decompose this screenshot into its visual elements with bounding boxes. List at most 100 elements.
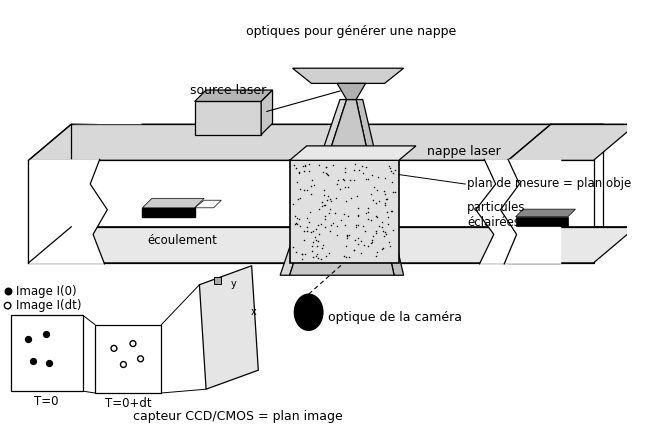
Point	[340, 184, 350, 191]
Point	[331, 194, 341, 201]
Point	[385, 207, 396, 215]
Point	[312, 251, 322, 258]
Point	[326, 222, 337, 229]
Polygon shape	[28, 124, 603, 160]
Bar	[195, 101, 261, 135]
Point	[357, 169, 368, 177]
Point	[361, 163, 372, 170]
Point	[325, 195, 336, 202]
Polygon shape	[28, 227, 603, 263]
Point	[323, 250, 334, 257]
Point	[306, 190, 316, 198]
Point	[330, 210, 341, 217]
Point	[380, 196, 391, 203]
Point	[127, 340, 138, 347]
Polygon shape	[195, 90, 273, 101]
Point	[389, 166, 400, 173]
Point	[289, 161, 300, 169]
Point	[354, 166, 364, 173]
Point	[297, 162, 308, 169]
Point	[383, 162, 394, 169]
Point	[3, 302, 13, 309]
Point	[380, 201, 391, 208]
Point	[295, 186, 306, 193]
Point	[335, 185, 345, 192]
Point	[348, 246, 359, 253]
Point	[385, 242, 395, 249]
Polygon shape	[476, 159, 561, 264]
Point	[305, 208, 315, 215]
Point	[295, 223, 306, 230]
Text: source laser: source laser	[190, 84, 266, 97]
Point	[359, 241, 370, 248]
Point	[367, 172, 378, 179]
Point	[311, 226, 321, 233]
Point	[349, 176, 360, 183]
Point	[339, 164, 350, 171]
Polygon shape	[292, 68, 404, 83]
Polygon shape	[356, 99, 404, 275]
Point	[345, 194, 356, 202]
Text: Image I(dt): Image I(dt)	[16, 299, 82, 312]
Point	[292, 178, 302, 186]
Text: T=0+dt: T=0+dt	[105, 397, 152, 410]
Point	[363, 205, 374, 212]
Point	[306, 242, 317, 249]
Point	[341, 253, 352, 260]
Polygon shape	[28, 160, 560, 263]
Text: T=0: T=0	[34, 395, 59, 408]
Point	[352, 192, 362, 199]
Point	[319, 191, 329, 198]
Polygon shape	[261, 90, 273, 135]
Point	[360, 209, 371, 216]
Text: optiques pour générer une nappe: optiques pour générer une nappe	[246, 25, 457, 37]
Point	[304, 167, 314, 174]
Point	[322, 193, 333, 200]
Point	[322, 171, 333, 178]
Point	[324, 210, 335, 217]
Point	[306, 247, 317, 254]
Point	[317, 242, 328, 249]
Point	[314, 231, 325, 238]
Point	[341, 232, 352, 239]
Point	[302, 227, 312, 234]
Point	[311, 252, 321, 259]
Point	[319, 215, 330, 223]
Point	[367, 237, 378, 244]
Point	[371, 253, 381, 260]
Point	[320, 223, 331, 231]
Point	[384, 239, 395, 246]
Point	[379, 232, 389, 240]
Point	[349, 247, 360, 254]
Point	[379, 187, 389, 194]
Point	[372, 248, 382, 255]
Point	[373, 173, 383, 180]
Point	[306, 176, 317, 183]
Point	[339, 176, 349, 183]
Point	[387, 227, 398, 234]
Text: particules
éclairées: particules éclairées	[467, 201, 526, 229]
Text: capteur CCD/CMOS = plan image: capteur CCD/CMOS = plan image	[133, 410, 343, 423]
Point	[300, 161, 310, 168]
Point	[350, 223, 361, 231]
Point	[368, 197, 378, 204]
Point	[319, 212, 330, 219]
Point	[317, 198, 327, 205]
Point	[350, 236, 360, 244]
Text: x: x	[251, 307, 257, 317]
Point	[300, 162, 310, 169]
Point	[356, 249, 366, 256]
Point	[314, 206, 324, 213]
Point	[353, 240, 364, 248]
Point	[363, 175, 374, 182]
Polygon shape	[290, 99, 394, 275]
Point	[298, 168, 309, 175]
Point	[23, 335, 34, 343]
Point	[377, 246, 387, 253]
Point	[327, 219, 338, 226]
Point	[288, 244, 298, 251]
Text: écoulement: écoulement	[147, 235, 217, 248]
Point	[40, 330, 51, 338]
Point	[294, 215, 304, 223]
Point	[376, 219, 387, 226]
